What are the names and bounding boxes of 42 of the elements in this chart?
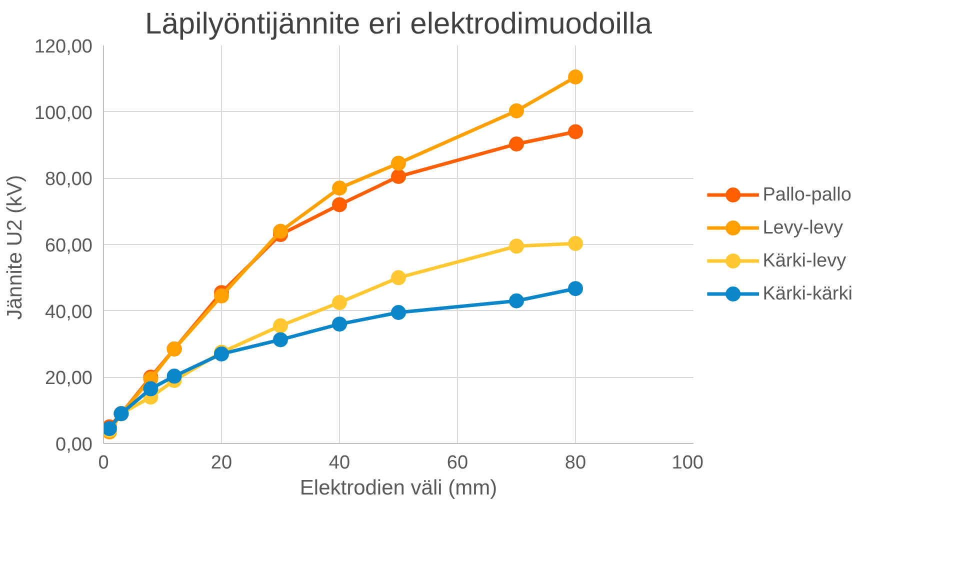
point [273, 318, 288, 334]
point [214, 288, 229, 304]
point [391, 169, 406, 184]
point [509, 136, 524, 152]
legend-label: Kärki-levy [762, 250, 847, 272]
x-axis-title: Elektrodien väli (mm) [300, 476, 498, 500]
x-tick-label: 80 [564, 452, 586, 474]
legend-label: Kärki-kärki [762, 284, 852, 304]
point [509, 103, 524, 118]
point [568, 70, 583, 84]
point [568, 236, 583, 251]
y-tick-label: 40,00 [44, 302, 92, 323]
point [273, 224, 288, 239]
y-tick-label: 60,00 [44, 236, 92, 256]
point [332, 295, 347, 310]
y-axis-title: Jännite U2 (kV) [3, 175, 26, 320]
y-tick-label: 120,00 [34, 36, 93, 58]
y-tick-label: 100,00 [34, 102, 93, 124]
point [509, 238, 524, 254]
chart-title: Läpilyöntijännite eri elektrodimuodoilla [145, 8, 652, 40]
x-tick-label: 0 [98, 452, 109, 474]
point [568, 281, 583, 296]
x-tick-label: 40 [328, 452, 350, 474]
point [143, 381, 158, 396]
point [273, 332, 288, 348]
point [332, 197, 347, 212]
point [568, 124, 583, 140]
point [391, 305, 406, 320]
point [391, 156, 406, 171]
point [509, 293, 524, 308]
legend-label: Pallo-pallo [762, 184, 852, 206]
legend-label: Levy-levy [762, 218, 844, 238]
x-tick-label: 100 [672, 452, 704, 474]
x-tick-label: 20 [210, 452, 232, 474]
point [166, 368, 182, 384]
point [332, 316, 347, 332]
y-tick-label: 20,00 [44, 368, 92, 390]
x-tick-label: 60 [446, 452, 468, 474]
y-tick-label: 80,00 [44, 169, 92, 190]
point [391, 270, 406, 286]
point [332, 180, 347, 196]
y-tick-label: 0,00 [56, 434, 93, 456]
